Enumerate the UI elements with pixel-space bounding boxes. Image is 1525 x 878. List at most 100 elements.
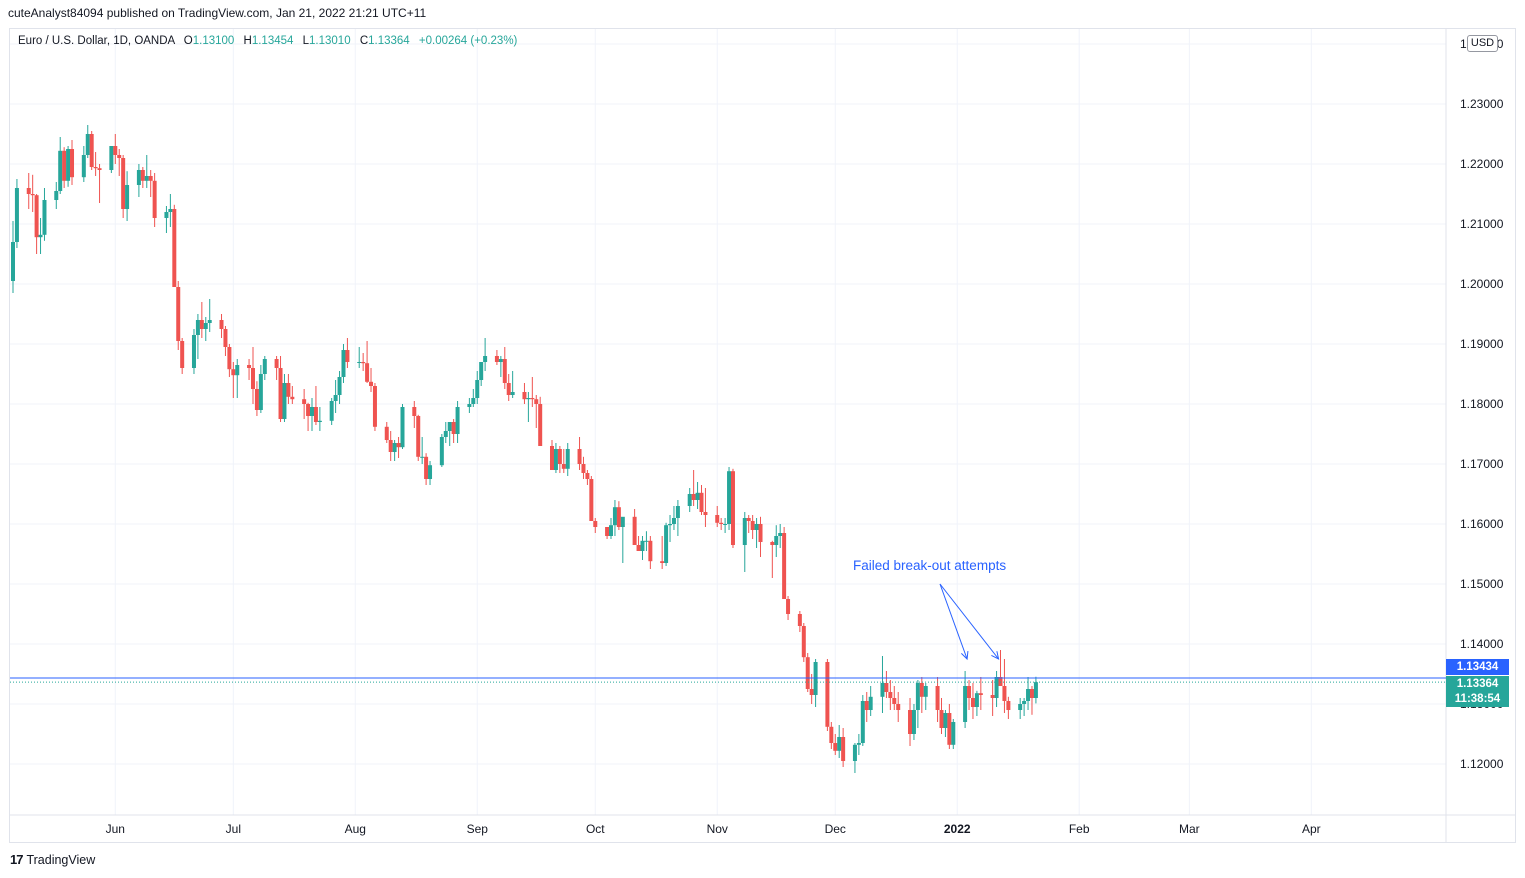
candle-body <box>801 626 806 658</box>
candle-body <box>565 449 570 469</box>
candle-body <box>923 686 928 697</box>
candle-body <box>970 698 975 707</box>
candle-body <box>310 407 315 416</box>
candle-body <box>750 521 755 530</box>
candle-body <box>825 662 830 727</box>
candle-body <box>140 170 145 181</box>
candle-body <box>506 383 511 395</box>
candle-body <box>447 422 452 431</box>
candle-body <box>290 396 295 400</box>
candle-body <box>778 533 783 536</box>
high-label: H <box>243 35 252 47</box>
y-tick-label: 1.15000 <box>1460 577 1504 591</box>
candle-body <box>935 686 940 710</box>
candle-body <box>856 743 861 745</box>
candle-body <box>557 449 562 464</box>
candle-body <box>939 710 944 728</box>
candle-body <box>809 689 814 695</box>
candle-body <box>510 392 515 395</box>
candle-body <box>81 155 86 178</box>
candle-body <box>868 696 873 710</box>
countdown-timer: 11:38:54 <box>1454 693 1501 705</box>
y-tick-label: 1.23000 <box>1460 97 1504 111</box>
candle-body <box>30 194 35 196</box>
candle-body <box>502 359 507 383</box>
candle-body <box>526 398 531 400</box>
candle-body <box>451 422 456 434</box>
tradingview-logo[interactable]: 17 TradingView <box>10 852 95 867</box>
candle-body <box>896 704 901 710</box>
candle-body <box>62 150 67 181</box>
candle-body <box>620 516 625 527</box>
y-tick-label: 1.21000 <box>1460 217 1504 231</box>
candle-body <box>908 710 913 734</box>
candle-body <box>313 407 318 422</box>
candle-body <box>333 395 338 401</box>
candle-body <box>1006 701 1011 710</box>
candle-body <box>919 683 924 697</box>
candle-body <box>730 471 735 545</box>
candle-body <box>852 744 857 761</box>
open-label: O <box>183 35 193 47</box>
candle-body <box>703 512 708 515</box>
candle-body <box>1029 689 1034 698</box>
candle-body <box>1033 682 1038 698</box>
candle-body <box>911 710 916 734</box>
candle-body <box>337 377 342 395</box>
x-tick-label: Oct <box>586 822 605 836</box>
candle-body <box>227 347 232 370</box>
x-tick-label: Aug <box>345 822 366 836</box>
candle-body <box>388 440 393 452</box>
grid-lines <box>10 29 1446 815</box>
candle-body <box>306 404 311 416</box>
candle-body <box>671 518 676 524</box>
candle-body <box>585 473 590 479</box>
candle-body <box>109 146 114 170</box>
candle-body <box>829 726 834 743</box>
hline-price-tag: 1.13434 <box>1446 659 1509 675</box>
candle-body <box>632 516 637 545</box>
candle-body <box>475 380 480 398</box>
y-tick-label: 1.12000 <box>1460 757 1504 771</box>
candle-body <box>668 524 673 526</box>
candle-body <box>121 158 126 209</box>
candle-body <box>148 176 153 181</box>
candle-body <box>589 479 594 521</box>
annotation-arrowhead <box>991 651 1000 660</box>
y-tick-label: 1.20000 <box>1460 277 1504 291</box>
currency-button[interactable]: USD <box>1467 35 1498 52</box>
candle-body <box>884 683 889 692</box>
x-tick-label: Mar <box>1179 822 1200 836</box>
annotation-arrow <box>939 583 968 660</box>
close-label: C <box>359 35 369 47</box>
candle-body <box>180 341 185 368</box>
candle-body <box>864 701 869 710</box>
candle-body <box>947 713 952 745</box>
candle-body <box>660 561 665 563</box>
candle-body <box>758 524 763 542</box>
candle-body <box>715 515 720 523</box>
x-tick-label: Nov <box>707 822 728 836</box>
candle-body <box>113 146 118 155</box>
y-tick-label: 1.17000 <box>1460 457 1504 471</box>
x-tick-label: Jun <box>106 822 125 836</box>
candle-body <box>11 242 15 281</box>
candle-body <box>207 320 212 323</box>
candle-body <box>561 464 566 469</box>
candle-body <box>396 443 401 448</box>
candle-body <box>994 677 999 698</box>
symbol-name[interactable]: Euro / U.S. Dollar, 1D, OANDA <box>18 35 175 47</box>
candle-body <box>746 518 751 521</box>
candle-body <box>553 449 558 470</box>
candle-body <box>687 494 692 506</box>
candlestick-series <box>11 125 1038 773</box>
candle-body <box>428 465 433 479</box>
candle-body <box>951 722 956 745</box>
candle-body <box>915 683 920 710</box>
candle-body <box>262 359 267 374</box>
annotation-arrows <box>939 583 1000 661</box>
candle-body <box>372 386 377 427</box>
close-value: 1.13364 <box>368 35 410 47</box>
candle-body <box>888 692 893 698</box>
